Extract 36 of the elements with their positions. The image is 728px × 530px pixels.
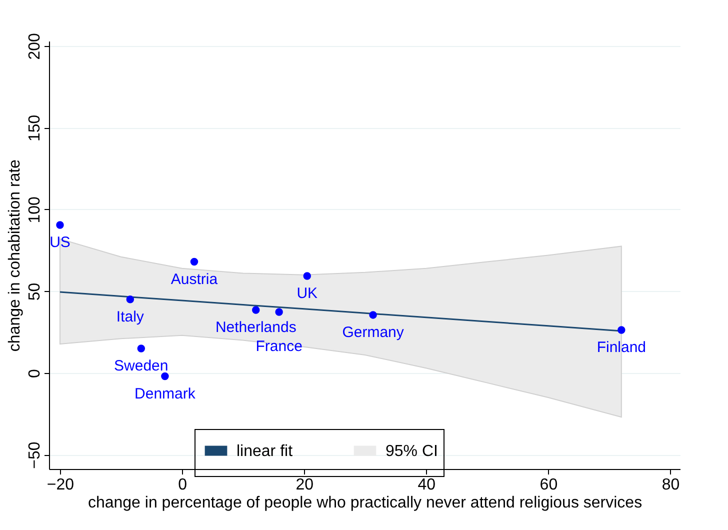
point — [303, 272, 312, 280]
y-tick-label: 0 — [26, 368, 44, 378]
y-tick-label: 50 — [26, 282, 44, 301]
annotation: Sweden — [114, 357, 168, 374]
point — [137, 344, 146, 352]
annotation: 95% CI — [386, 442, 438, 460]
point — [369, 311, 377, 319]
x-axis-title: change in percentage of people who practically never attend religious services — [88, 494, 642, 512]
y-tick-label: −50 — [26, 442, 44, 469]
point — [252, 306, 260, 314]
point — [618, 326, 626, 334]
y-axis-title: change in cohabitation rate — [6, 159, 24, 352]
annotation: Netherlands — [215, 319, 296, 336]
annotation: Austria — [170, 270, 218, 288]
point — [56, 221, 64, 229]
x-tick-label: 60 — [540, 476, 558, 494]
point — [161, 372, 169, 380]
x-tick-label: 20 — [296, 476, 314, 494]
point — [275, 308, 283, 316]
point — [190, 258, 198, 266]
y-tick-label: 100 — [26, 196, 44, 224]
x-tick-label: 0 — [178, 476, 188, 494]
point — [126, 296, 134, 304]
y-tick-label: 150 — [26, 114, 44, 142]
x-tick-label: −20 — [46, 476, 74, 494]
annotation: Denmark — [134, 385, 196, 402]
annotation: Italy — [116, 308, 144, 326]
legend-label: linear fit — [236, 442, 294, 460]
x-tick-label: 40 — [418, 476, 436, 494]
y-tick-label: 200 — [26, 32, 44, 60]
annotation: UK — [296, 285, 318, 302]
annotation: Finland — [596, 338, 646, 356]
annotation: Germany — [342, 324, 404, 341]
annotation: US — [50, 234, 70, 251]
annotation: France — [256, 338, 302, 355]
x-tick-label: 80 — [662, 476, 680, 494]
